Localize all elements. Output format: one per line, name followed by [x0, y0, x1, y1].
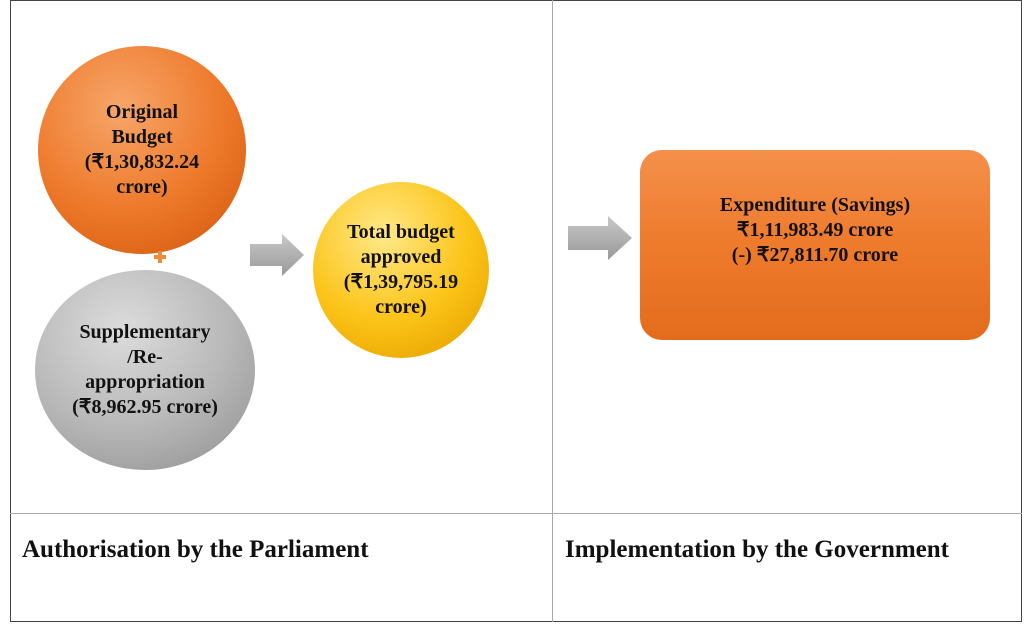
- node-text-line: (₹1,30,832.24: [84, 151, 200, 173]
- node-text-line: Original: [105, 101, 179, 123]
- arrow: [568, 216, 632, 260]
- node-text-line: Total budget: [347, 221, 455, 243]
- node-text-line: Budget: [111, 126, 173, 148]
- arrow: [250, 234, 304, 276]
- node-text-line: (-) ₹27,811.70 crore: [731, 243, 899, 266]
- node-text-line: crore): [116, 176, 168, 198]
- node-text-line: approved: [360, 246, 442, 268]
- supplementary-label: Supplementary/Re-appropriation (₹8,962.95…: [35, 272, 255, 468]
- footer-left: Authorisation by the Parliament: [22, 536, 369, 563]
- node-text-line: (₹8,962.95 crore): [72, 396, 218, 418]
- node-text-line: Supplementary: [79, 321, 211, 343]
- node-text-line: crore): [375, 296, 427, 318]
- plus-sign: [154, 251, 166, 263]
- node-text-line: ₹1,11,983.49 crore: [736, 218, 894, 241]
- total-budget-circle: [313, 182, 489, 358]
- expenditure-label: Expenditure (Savings) ₹1,11,983.49 crore(…: [640, 160, 990, 300]
- node-text-line: Expenditure (Savings): [719, 193, 911, 216]
- node-text-line: appropriation: [85, 371, 205, 393]
- expenditure-box: [640, 150, 990, 340]
- supplementary-circle: [35, 270, 255, 470]
- original-budget-circle: [38, 46, 246, 254]
- original-budget-label: Original Budget (₹1,30,832.24 crore): [38, 46, 246, 254]
- table-border: [10, 0, 1022, 622]
- node-text-line: /Re-: [127, 346, 163, 368]
- node-text-line: (₹1,39,795.19: [343, 271, 459, 293]
- total-budget-label: Total budget approved (₹1,39,795.19 crore): [313, 184, 489, 356]
- footer-right: Implementation by the Government: [565, 536, 949, 563]
